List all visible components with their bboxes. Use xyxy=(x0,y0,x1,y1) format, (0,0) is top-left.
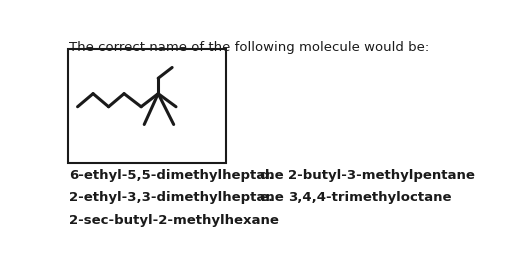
Text: 3,4,4-trimethyloctane: 3,4,4-trimethyloctane xyxy=(289,192,452,204)
Bar xyxy=(68,49,227,163)
Text: d.: d. xyxy=(259,169,273,182)
Text: The correct name of the following molecule would be:: The correct name of the following molecu… xyxy=(69,41,429,54)
Text: 2-ethyl-3,3-dimethylheptane: 2-ethyl-3,3-dimethylheptane xyxy=(69,192,284,204)
Text: 2-sec-butyl-2-methylhexane: 2-sec-butyl-2-methylhexane xyxy=(69,214,279,227)
Text: e.: e. xyxy=(259,192,273,204)
Text: 6-ethyl-5,5-dimethylheptane: 6-ethyl-5,5-dimethylheptane xyxy=(69,169,284,182)
Text: 2-butyl-3-methylpentane: 2-butyl-3-methylpentane xyxy=(289,169,475,182)
